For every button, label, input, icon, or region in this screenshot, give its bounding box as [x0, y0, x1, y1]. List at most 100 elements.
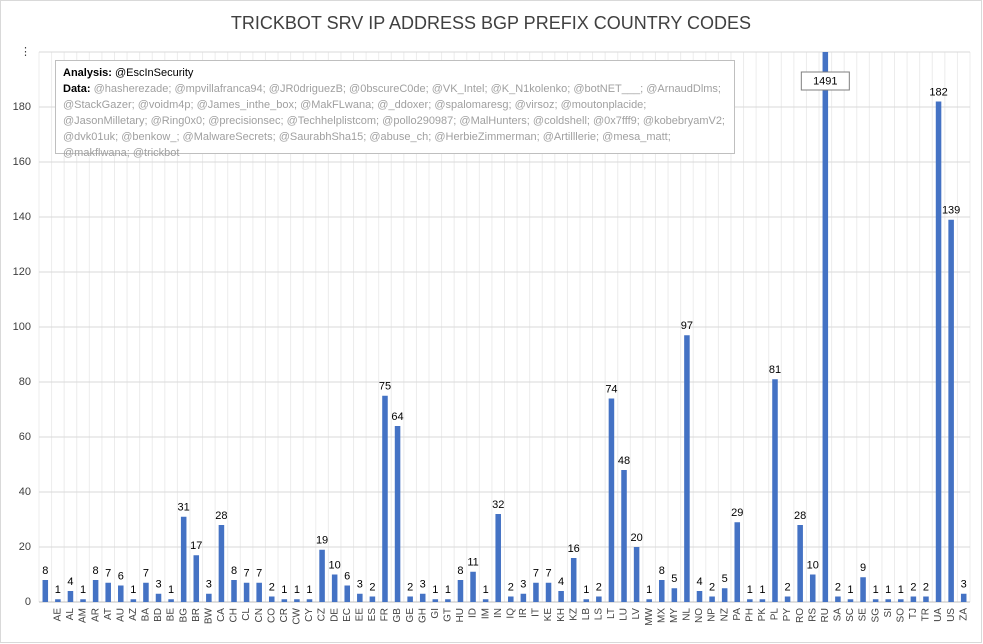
bar — [658, 580, 665, 602]
x-tick-label: IT — [531, 608, 542, 617]
data-label: 3 — [357, 579, 363, 591]
bar — [344, 585, 351, 602]
data-label: 5 — [722, 573, 728, 585]
bar — [256, 582, 262, 602]
x-tick-label: IM — [480, 608, 491, 619]
data-label: 10 — [807, 559, 819, 571]
bar — [923, 596, 929, 602]
bar — [671, 588, 678, 602]
x-tick-label: AU — [115, 608, 126, 622]
data-label: 74 — [605, 383, 617, 395]
y-tick-label: 80 — [19, 376, 31, 388]
x-tick-label: MX — [656, 608, 667, 623]
bar — [206, 593, 212, 602]
data-label-box — [800, 71, 850, 91]
annotation-box: Analysis: @EscInSecurity Data: @hasherez… — [55, 60, 735, 159]
bar — [457, 580, 464, 602]
data-label: 8 — [659, 565, 665, 577]
data-label: 7 — [256, 568, 262, 580]
data-label: 11 — [467, 557, 478, 569]
bar — [218, 525, 225, 602]
bar — [105, 582, 111, 602]
data-label: 2 — [407, 581, 413, 593]
analysis-text: @EscInSecurity — [114, 67, 194, 79]
bar — [407, 596, 413, 602]
bar — [294, 599, 300, 602]
chart-title: TRICKBOT SRV IP ADDRESS BGP PREFIX COUNT… — [231, 13, 751, 33]
data-label: 1 — [759, 584, 765, 596]
data-label: 2 — [369, 581, 375, 593]
bar — [155, 593, 162, 602]
x-tick-label: GE — [405, 608, 416, 623]
bar — [621, 470, 627, 602]
bar — [394, 426, 401, 602]
x-tick-label: PL — [770, 608, 781, 621]
y-tick-label: 40 — [19, 486, 31, 498]
y-tick-label: 60 — [19, 431, 31, 443]
bar — [721, 588, 728, 602]
data-label: 4 — [67, 576, 73, 588]
x-tick-label: BW — [203, 607, 214, 624]
x-tick-label: IR — [518, 608, 529, 618]
bar — [784, 596, 791, 602]
data-label: 1 — [483, 584, 489, 596]
x-tick-label: RO — [795, 608, 806, 623]
x-tick-label: CN — [254, 608, 265, 622]
data-label: 139 — [942, 205, 960, 217]
bar — [369, 596, 376, 602]
x-tick-label: BD — [153, 608, 164, 622]
analysis-line: Analysis: @EscInSecurity — [63, 65, 727, 81]
data-label: 7 — [533, 568, 539, 580]
x-tick-label: BG — [178, 608, 189, 623]
x-tick-label: SE — [858, 608, 869, 622]
bar — [885, 599, 891, 602]
data-label: 2 — [785, 581, 791, 593]
data-label: Data: — [63, 83, 91, 95]
data-label: 48 — [618, 455, 630, 467]
data-label: 3 — [520, 579, 526, 591]
x-tick-label: DE — [329, 608, 340, 622]
x-tick-label: PY — [782, 608, 793, 622]
data-label: 2 — [508, 581, 514, 593]
bar — [92, 580, 99, 602]
bar — [319, 549, 325, 602]
bar — [759, 599, 766, 602]
bar — [583, 599, 590, 602]
data-label: 1 — [306, 584, 312, 596]
data-label: 1 — [432, 584, 438, 596]
bar — [633, 547, 640, 602]
bar — [243, 582, 250, 602]
bar — [42, 580, 49, 602]
x-tick-label: NZ — [719, 608, 730, 621]
data-line: Data: @hasherezade; @mpvillafranca94; @J… — [63, 81, 727, 161]
data-label: 1 — [281, 584, 287, 596]
x-tick-label: CL — [241, 608, 252, 621]
bar — [809, 574, 816, 602]
bar — [419, 593, 426, 602]
data-label: 19 — [316, 535, 328, 547]
bar — [67, 591, 74, 602]
x-tick-label: EC — [342, 608, 353, 622]
bar — [709, 596, 715, 602]
x-tick-label: IQ — [505, 608, 516, 619]
x-tick-label: ID — [468, 608, 479, 618]
bar — [570, 558, 577, 602]
bar — [168, 599, 174, 602]
x-tick-label: AM — [78, 608, 89, 623]
bar — [143, 582, 149, 602]
data-label: 17 — [190, 540, 202, 552]
data-label: 16 — [568, 543, 580, 555]
bar — [508, 596, 514, 602]
x-tick-label: NO — [694, 608, 705, 623]
data-label: 3 — [206, 579, 212, 591]
bar — [357, 593, 363, 602]
x-tick-label: BA — [141, 608, 152, 622]
bar — [231, 580, 237, 602]
data-label: 28 — [215, 510, 227, 522]
y-tick-label: 120 — [13, 266, 31, 278]
data-label: 1 — [583, 584, 589, 596]
bar — [331, 574, 338, 602]
bar — [193, 555, 200, 602]
bar — [847, 599, 854, 602]
bar — [935, 101, 942, 602]
